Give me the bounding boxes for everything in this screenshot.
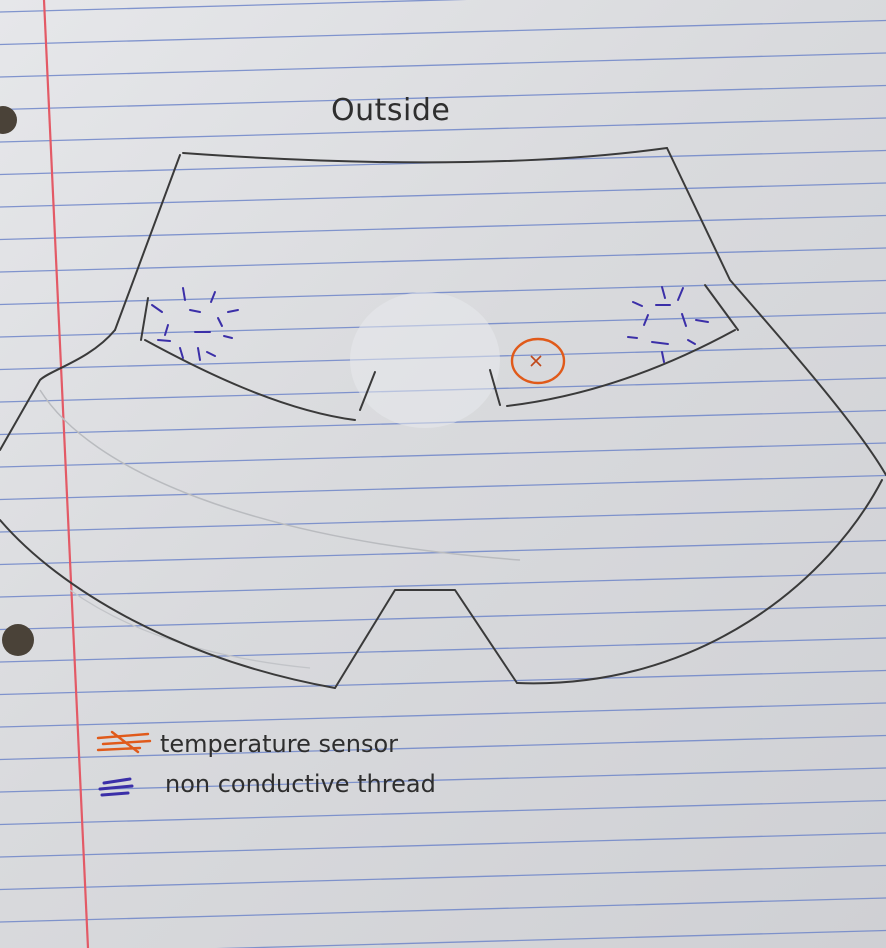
ruled-line: [0, 442, 886, 468]
left-side-line: [114, 154, 181, 331]
left-hip-line: [0, 329, 116, 451]
ruled-line: [0, 637, 886, 663]
ruled-line: [0, 864, 886, 891]
right-notch: [489, 369, 501, 406]
ruled-line: [0, 52, 886, 78]
ruled-line: [0, 507, 886, 533]
right-side-line: [666, 147, 886, 476]
margin-line: [42, 0, 90, 948]
legend-label-temperature-sensor: temperature sensor: [160, 730, 398, 758]
binder-hole: [0, 106, 17, 134]
garment-outline: [0, 147, 886, 689]
ruled-line: [0, 702, 886, 728]
ruled-line: [0, 669, 886, 696]
ruled-line: [0, 214, 886, 241]
left-leg-curve: [0, 519, 336, 689]
diagram-title: Outside: [331, 93, 450, 128]
ruled-line: [0, 117, 886, 143]
ruled-line: [0, 734, 886, 761]
ruled-line: [0, 604, 886, 631]
ruled-line: [0, 247, 886, 273]
left-notch: [359, 371, 376, 411]
ruled-line: [0, 799, 886, 826]
legend: temperature sensor non conductive thread: [96, 730, 436, 798]
ruled-line: [0, 572, 886, 598]
ruled-line: [215, 929, 886, 948]
temperature-sensor: [510, 337, 566, 385]
thread-marks-left: [151, 287, 239, 361]
left-pocket-line: [144, 339, 356, 421]
waistband-line: [182, 147, 668, 164]
ruled-line: [0, 474, 886, 501]
right-pocket-line: [506, 329, 736, 407]
ruled-line: [0, 19, 886, 46]
crotch-line: [334, 589, 518, 689]
ruled-line: [0, 832, 886, 858]
legend-swatch-thread: [98, 777, 134, 797]
ruled-line: [0, 897, 886, 923]
thread-marks-right: [627, 286, 709, 363]
legend-label-non-conductive-thread: non conductive thread: [165, 770, 436, 798]
ruled-line: [0, 0, 468, 13]
ruled-line: [0, 84, 886, 111]
legend-swatch-temperature: [96, 730, 152, 754]
binder-hole: [2, 624, 34, 656]
right-leg-curve: [516, 479, 883, 685]
ruled-line: [0, 767, 886, 793]
erased-line: [39, 389, 521, 561]
ruled-line: [0, 182, 886, 208]
tape-mark: [350, 292, 500, 428]
